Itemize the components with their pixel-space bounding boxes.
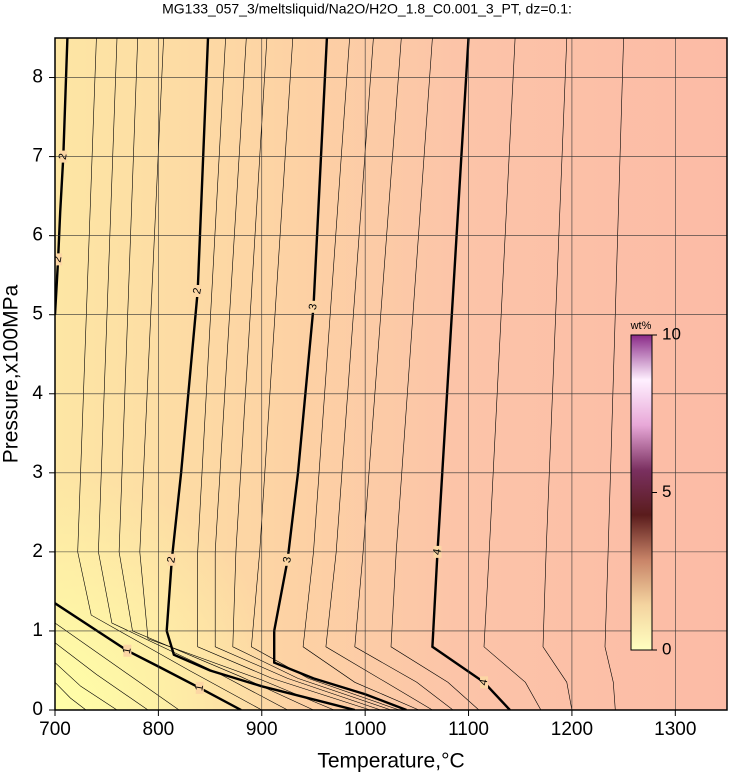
x-tick-label: 1300 [654,719,696,740]
contour-label-bg [123,644,132,657]
y-axis-label: Pressure,x100MPa [0,284,23,463]
chart-title: MG133_057_3/meltsliquid/Na2O/H2O_1.8_C0.… [162,1,572,17]
colorbar-tick-label: 10 [662,324,681,343]
minor-contour [197,38,371,710]
x-tick-label: 800 [143,719,175,740]
minor-contour [483,38,542,710]
y-tick-label: 6 [32,225,43,246]
major-contour [55,38,69,315]
y-tick-label: 7 [32,146,43,167]
contour-label: 2 [52,255,65,263]
minor-contour [354,38,454,710]
x-tick-label: 1000 [344,719,386,740]
contour-label-bg [283,553,292,566]
y-tick-label: 0 [32,699,43,720]
colorbar [630,334,653,651]
minor-contour [325,38,433,710]
minor-contour [604,38,624,710]
y-tick-label: 2 [32,541,43,562]
y-tick-label: 8 [32,67,43,88]
minor-contour [390,38,480,710]
minor-contour [77,38,262,710]
contour-label-bg [167,553,176,566]
x-tick-label: 700 [39,719,71,740]
minor-contour [232,38,392,710]
contour-label: 1 [121,647,134,655]
minor-contour [542,38,573,710]
x-axis-label: Temperature,°C [317,750,464,773]
x-tick-label: 1200 [551,719,593,740]
contour-label-bg [55,253,63,266]
x-tick-label: 900 [246,719,278,740]
y-tick-label: 4 [32,383,43,404]
contour-label-bg [309,300,318,313]
contour-label: 2 [165,556,178,564]
minor-contour [55,682,87,710]
contour-label: 3 [307,303,320,311]
colorbar-tick-label: 0 [662,639,671,658]
major-contour [431,38,511,710]
minor-contour [251,38,400,710]
minor-contour [55,642,149,710]
y-tick-label: 3 [32,462,43,483]
x-tick-label: 1100 [448,719,489,740]
y-tick-label: 1 [32,620,43,641]
y-tick-label: 5 [32,304,43,325]
minor-contour [302,38,420,710]
major-contour [165,38,356,710]
contour-label: 1 [193,684,206,692]
colorbar-label: wt% [630,320,652,332]
contour-label: 3 [281,556,294,564]
minor-contour [139,38,335,710]
plot-frame [54,37,728,711]
contour-label: 2 [191,287,204,295]
contour-label-bg [193,284,202,297]
contour-label-bg [480,676,489,689]
contour-label: 4 [478,678,491,686]
minor-contour [214,38,381,710]
minor-contour [55,662,118,710]
contour-label-bg [195,681,204,694]
minor-contour [98,38,288,710]
colorbar-tick-label: 5 [662,482,671,501]
plot-highlight [55,38,727,710]
